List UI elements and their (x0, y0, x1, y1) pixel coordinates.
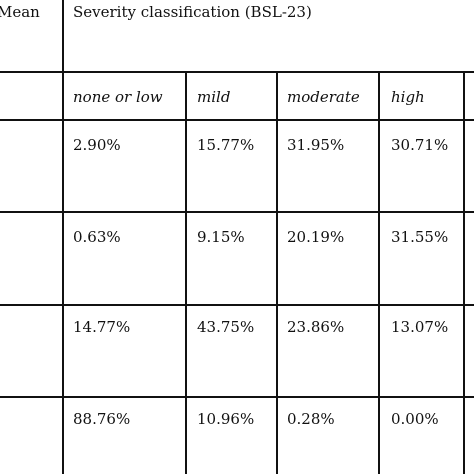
table-cell: 23.86% (287, 318, 344, 336)
table-cell: 15.77% (197, 136, 254, 154)
table-cell: 13.07% (391, 318, 448, 336)
table-cell: 43.75% (197, 318, 254, 336)
table-cell: 0.00% (391, 410, 439, 428)
table-cell: 9.15% (197, 228, 245, 246)
table-cell: 31.55% (391, 228, 448, 246)
table-cell: 0.28% (287, 410, 335, 428)
subheader-cell: high (391, 88, 425, 106)
subheader-cell: moderate (287, 88, 360, 106)
table-cell: 10.96% (197, 410, 254, 428)
table-cell: 2.90% (73, 136, 121, 154)
table-cell: 20.19% (287, 228, 344, 246)
table-cell: 88.76% (73, 410, 130, 428)
table-cell: 31.95% (287, 136, 344, 154)
subheader-cell: none or low (73, 88, 163, 106)
subheader-cell: mild (197, 88, 230, 106)
header-title: Severity classification (BSL-23) (73, 3, 312, 21)
header-cell: Mean (0, 3, 40, 21)
table-cell: 0.63% (73, 228, 121, 246)
table-cell: 30.71% (391, 136, 448, 154)
table-cell: 14.77% (73, 318, 130, 336)
